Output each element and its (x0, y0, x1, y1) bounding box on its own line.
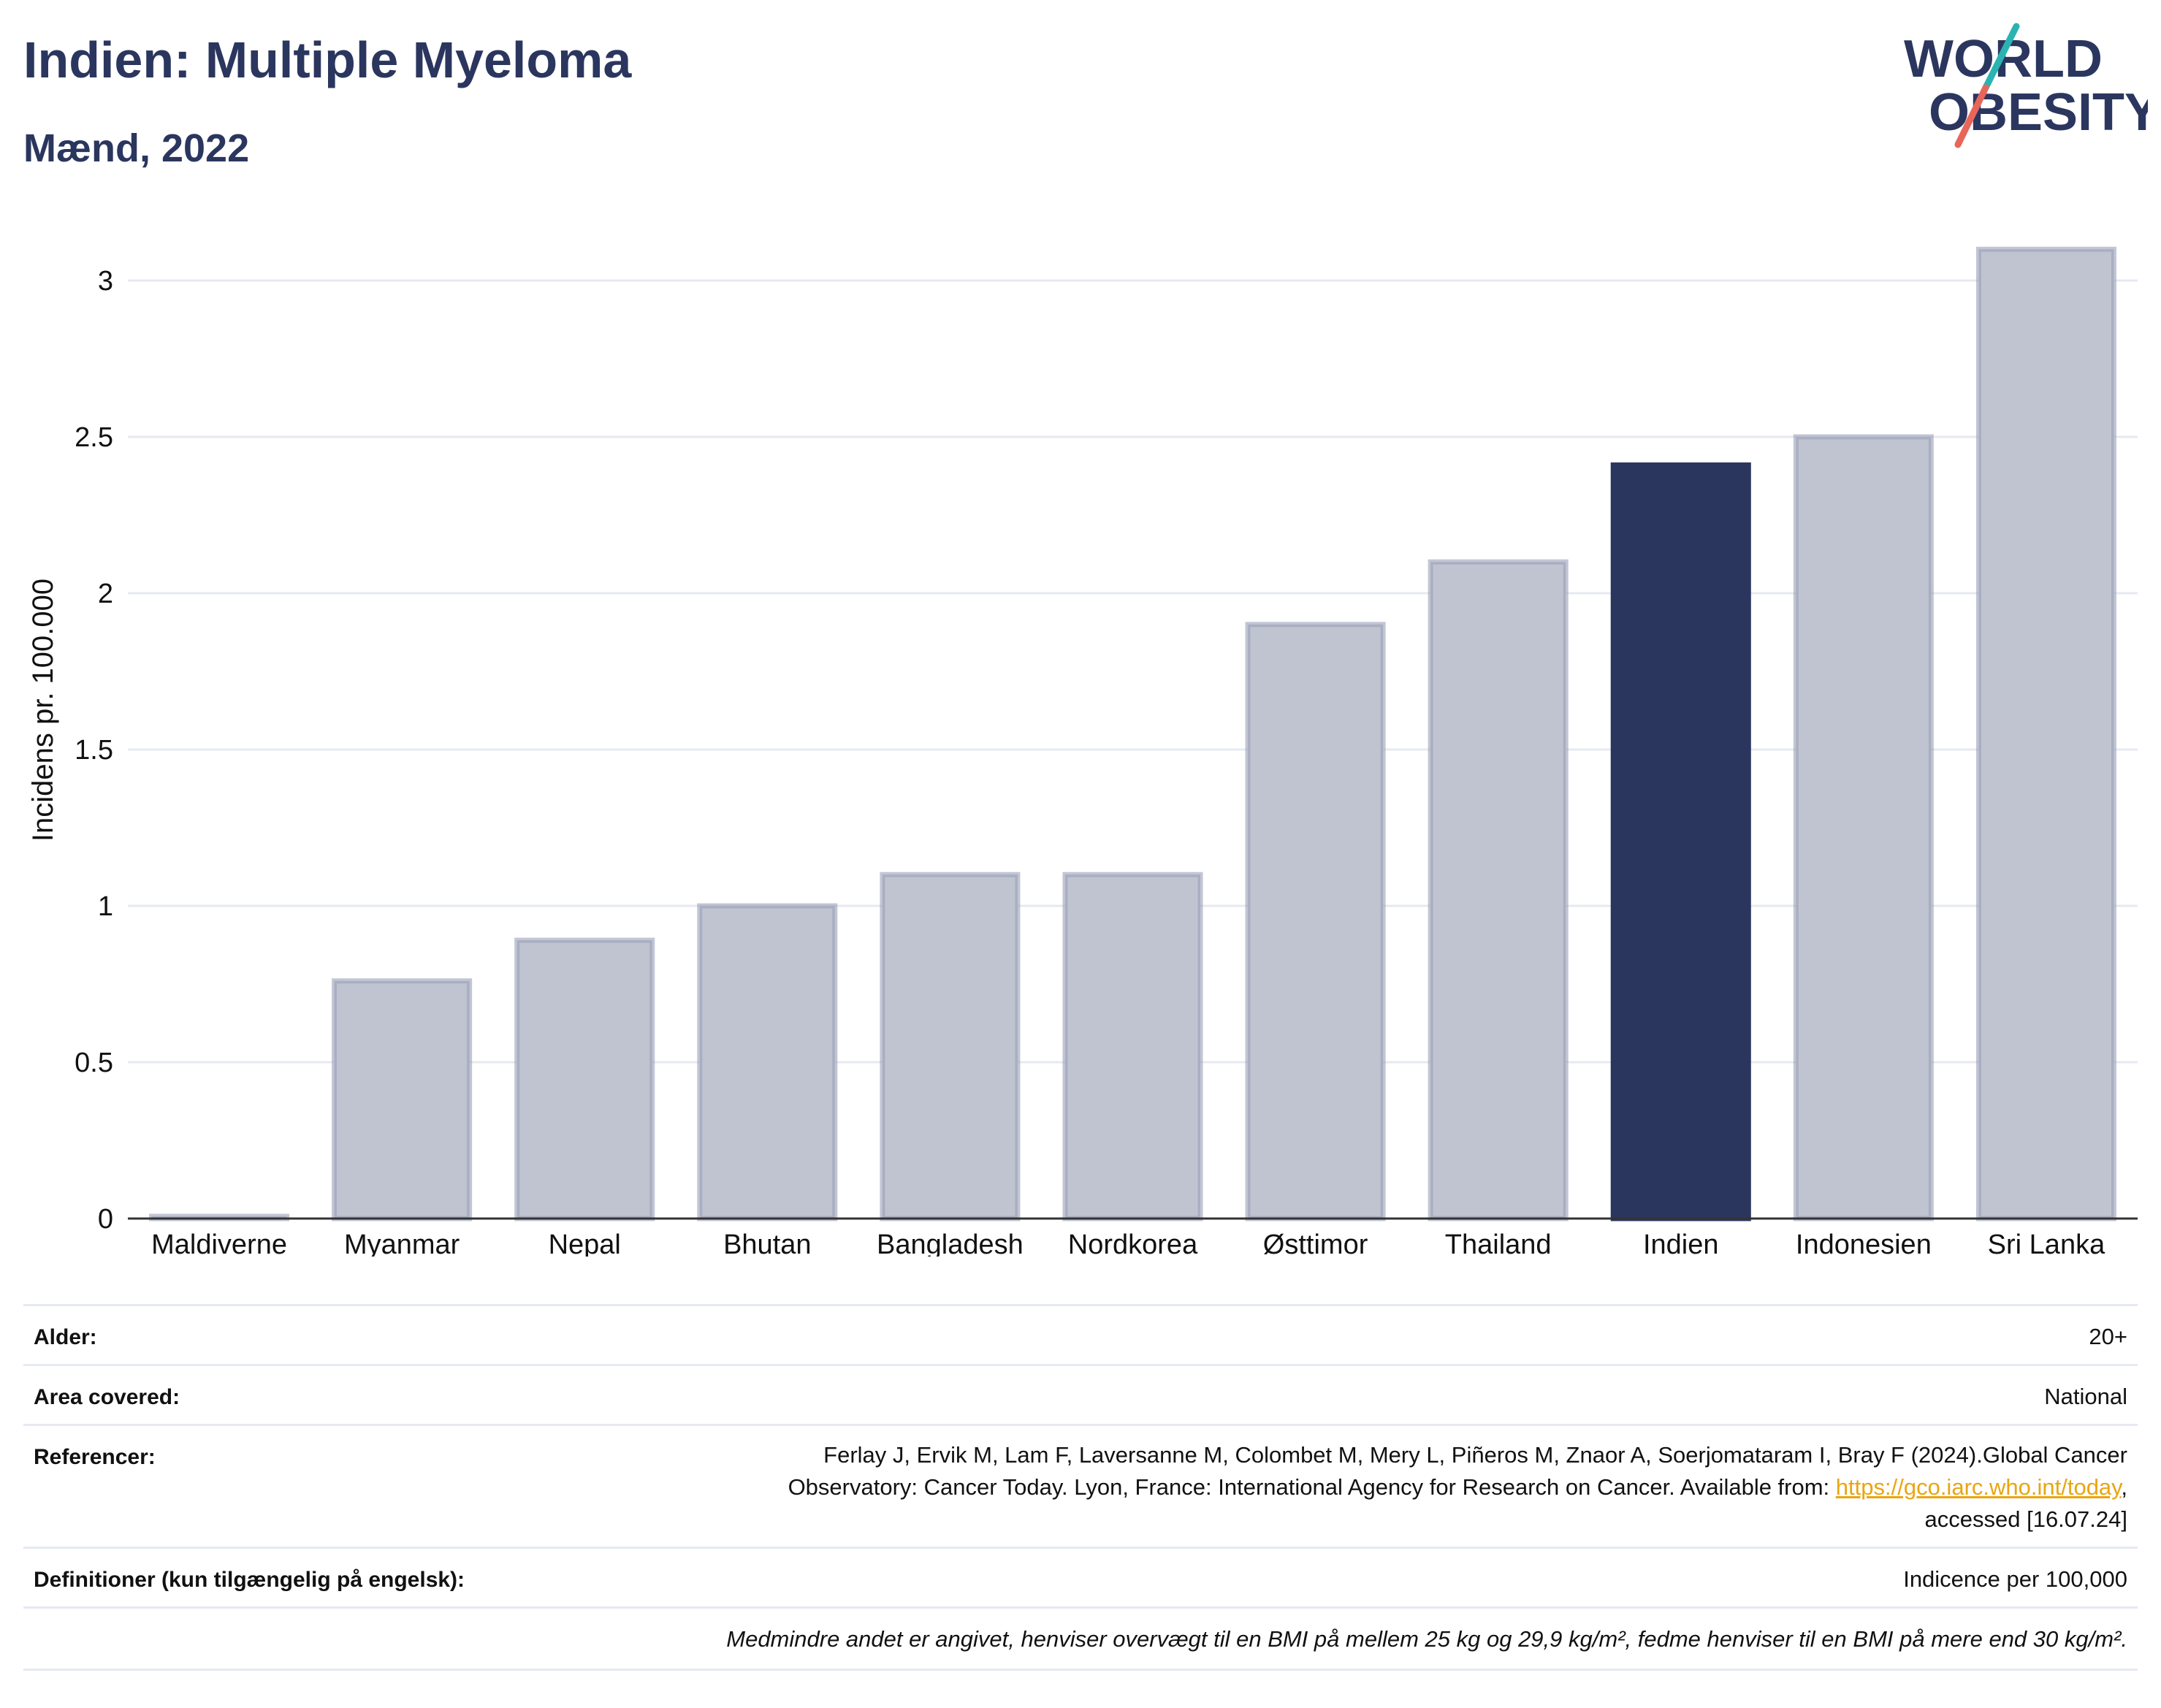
x-tick-label: Nordkorea (1068, 1229, 1198, 1257)
area-value: National (2044, 1384, 2127, 1409)
y-tick-label: 0 (98, 1204, 113, 1235)
page-title: Indien: Multiple Myeloma (23, 31, 632, 88)
info-row-area: Area covered: National (23, 1364, 2138, 1426)
y-tick-labels: 0 0.5 1 1.5 2 2.5 3 (75, 266, 113, 1235)
x-tick-labels: Maldiverne Myanmar Nepal Bhutan Bangladesh No… (151, 1229, 2105, 1257)
x-tick-label: Thailand (1445, 1229, 1552, 1257)
info-row-references: Referencer: Ferlay J, Ervik M, Lam F, La… (23, 1424, 2138, 1549)
definitions-label: Definitioner (kun tilgængelig på engelsk… (34, 1568, 465, 1592)
page-subtitle: Mænd, 2022 (23, 126, 250, 170)
info-row-note: Medmindre andet er angivet, henviser ove… (23, 1606, 2138, 1671)
y-tick-label: 1 (98, 891, 113, 922)
bar-bangladesh (880, 872, 1021, 1221)
bar-thailand (1428, 559, 1569, 1221)
references-line-3: accessed [16.07.24] (1924, 1506, 2127, 1532)
bars (149, 246, 2116, 1221)
y-tick-label: 2.5 (75, 422, 113, 453)
bar-sri-lanka (1975, 246, 2116, 1221)
y-axis-label: Incidens pr. 100.000 (27, 579, 59, 842)
x-tick-label: Myanmar (344, 1229, 460, 1257)
age-value: 20+ (2089, 1324, 2127, 1349)
y-tick-label: 3 (98, 266, 113, 297)
x-tick-label: Indien (1643, 1229, 1719, 1257)
references-line-1: Ferlay J, Ervik M, Lam F, Laversanne M, … (823, 1442, 2127, 1468)
x-tick-label: Bhutan (723, 1229, 811, 1257)
area-label: Area covered: (34, 1385, 180, 1409)
bar-nepal (514, 937, 655, 1221)
references-line-2: Observatory: Cancer Today. Lyon, France:… (788, 1474, 2127, 1500)
references-text: Ferlay J, Ervik M, Lam F, Laversanne M, … (788, 1439, 2127, 1536)
bmi-note: Medmindre andet er angivet, henviser ove… (726, 1626, 2127, 1652)
y-tick-label: 2 (98, 579, 113, 609)
x-tick-label: Nepal (549, 1229, 621, 1257)
age-label: Alder: (34, 1325, 97, 1349)
bar-myanmar (332, 978, 473, 1221)
y-tick-label: 0.5 (75, 1048, 113, 1078)
info-row-definitions: Definitioner (kun tilgængelig på engelsk… (23, 1547, 2138, 1609)
bar-indien (1610, 462, 1751, 1221)
x-tick-label: Indonesien (1796, 1229, 1932, 1257)
references-label: Referencer: (34, 1445, 156, 1469)
y-tick-label: 1.5 (75, 735, 113, 766)
x-tick-label: Bangladesh (877, 1229, 1024, 1257)
references-link[interactable]: https://gco.iarc.who.int/today (1835, 1474, 2122, 1500)
definitions-value: Indicence per 100,000 (1903, 1566, 2127, 1592)
x-tick-label: Sri Lanka (1988, 1229, 2105, 1257)
info-row-age: Alder: 20+ (23, 1304, 2138, 1366)
bar-østtimor (1245, 622, 1386, 1221)
world-obesity-logo: WORLD OBESITY (1904, 23, 2148, 148)
bar-chart: 0 0.5 1 1.5 2 2.5 3 Maldiverne Myanmar Nepal Bhut… (27, 246, 2138, 1257)
bar-indonesien (1793, 434, 1934, 1221)
x-tick-label: Østtimor (1263, 1229, 1368, 1257)
bar-nordkorea (1062, 872, 1203, 1221)
bar-bhutan (697, 903, 838, 1221)
x-tick-label: Maldiverne (151, 1229, 287, 1257)
